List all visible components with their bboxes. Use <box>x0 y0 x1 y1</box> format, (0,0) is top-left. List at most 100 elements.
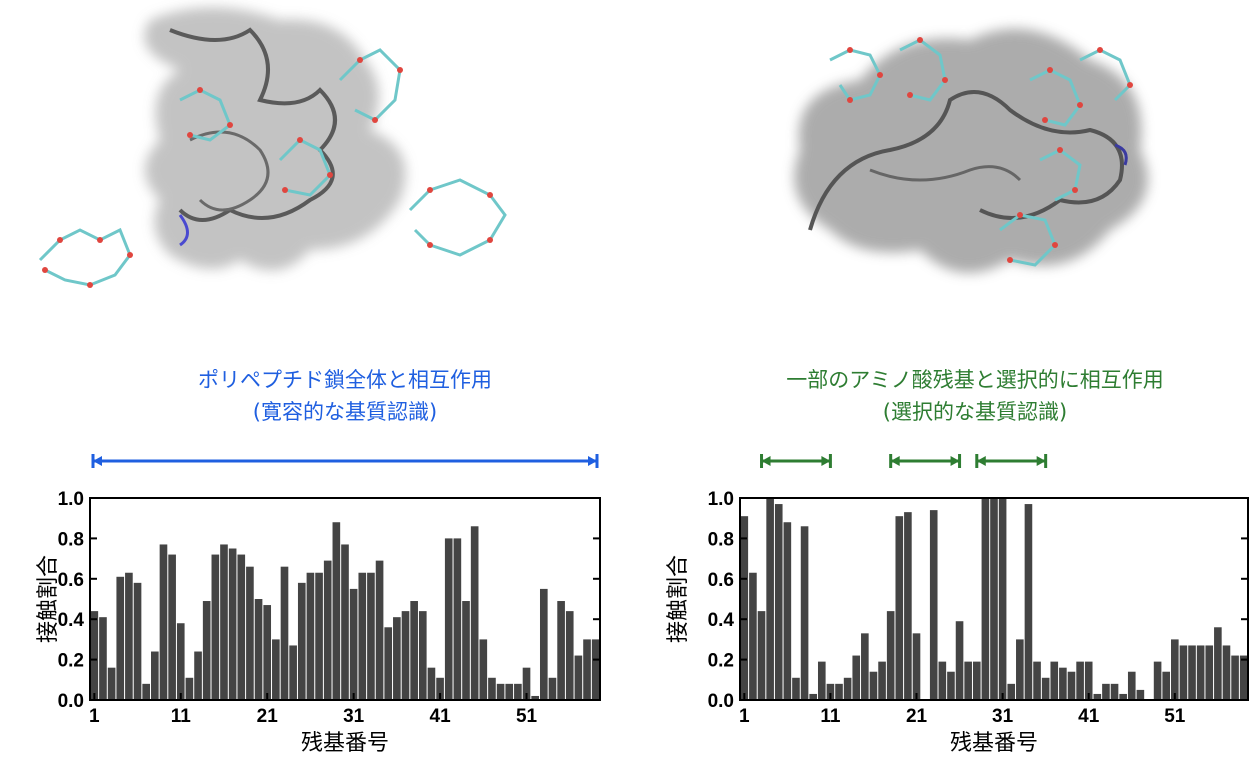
range-arrow-start-right-2 <box>976 456 986 466</box>
xtick-label-right-41: 41 <box>1078 706 1100 727</box>
bar-right-10 <box>817 661 826 700</box>
bar-left-25 <box>297 582 306 700</box>
caption-right: 一部のアミノ酸残基と選択的に相互作用 (選択的な基質認識) <box>700 364 1250 428</box>
caption-right-line2: (選択的な基質認識) <box>882 400 1068 424</box>
bar-right-24 <box>938 661 947 700</box>
ytick-label-left-0.4: 0.4 <box>58 610 85 631</box>
bar-right-18 <box>886 611 895 700</box>
xtick-label-left-1: 1 <box>89 706 100 727</box>
bar-left-3 <box>107 667 116 700</box>
bar-left-53 <box>539 588 548 700</box>
bar-left-57 <box>574 655 583 700</box>
ytick-label-right-0.2: 0.2 <box>708 651 734 672</box>
bar-right-53 <box>1188 645 1196 700</box>
bar-right-5 <box>774 504 783 700</box>
bar-left-23 <box>280 566 289 700</box>
caption-right-line1: 一部のアミノ酸残基と選択的に相互作用 <box>786 368 1164 392</box>
ytick-label-left-1.0: 1.0 <box>58 489 84 510</box>
bar-right-32 <box>1007 683 1016 700</box>
bar-left-9 <box>159 544 168 700</box>
bar-right-2 <box>749 572 757 700</box>
range-arrow-start-right-1 <box>890 456 900 466</box>
bar-left-19 <box>246 566 254 700</box>
bar-left-46 <box>479 639 488 700</box>
bar-right-56 <box>1214 627 1222 700</box>
ytick-label-left-0.0: 0.0 <box>58 691 84 712</box>
range-arrow-start-right-0 <box>761 456 771 466</box>
bar-right-47 <box>1136 689 1145 700</box>
bar-right-33 <box>1016 639 1024 700</box>
bar-left-58 <box>583 639 591 700</box>
xtick-label-right-1: 1 <box>739 706 750 727</box>
xtick-label-left-31: 31 <box>343 706 365 727</box>
caption-left: ポリペプチド鎖全体と相互作用 (寛容的な基質認識) <box>90 364 600 428</box>
bar-left-22 <box>272 639 280 700</box>
bar-left-45 <box>470 526 479 700</box>
bar-right-41 <box>1084 661 1093 700</box>
bar-right-16 <box>869 671 878 700</box>
bar-right-43 <box>1102 683 1110 700</box>
bar-left-35 <box>384 627 393 700</box>
xtick-label-left-51: 51 <box>516 706 538 727</box>
bar-left-29 <box>332 522 341 700</box>
bar-right-37 <box>1050 661 1059 700</box>
xtick-label-left-41: 41 <box>430 706 452 727</box>
ytick-label-right-0.0: 0.0 <box>708 691 734 712</box>
bar-left-43 <box>453 538 462 700</box>
bar-left-44 <box>462 601 470 700</box>
bar-right-44 <box>1110 683 1119 700</box>
yaxis-title-left: 接触割合 <box>36 555 61 643</box>
bar-right-17 <box>878 661 886 700</box>
xtick-label-right-21: 21 <box>906 706 928 727</box>
bar-right-9 <box>809 693 817 700</box>
bar-left-51 <box>522 667 531 700</box>
bar-left-48 <box>496 683 505 700</box>
xaxis-title-right: 残基番号 <box>950 731 1038 756</box>
bar-left-16 <box>220 544 228 700</box>
bar-left-5 <box>125 572 133 700</box>
yaxis-title-right: 接触割合 <box>666 555 691 643</box>
bar-right-34 <box>1024 504 1033 700</box>
bar-right-57 <box>1222 645 1231 700</box>
bar-right-42 <box>1093 693 1102 700</box>
bar-right-30 <box>990 498 998 700</box>
range-arrow-end-right-2 <box>1036 456 1046 466</box>
bar-right-39 <box>1067 671 1076 700</box>
plot-frame-right <box>739 497 1249 701</box>
bar-left-31 <box>349 588 358 700</box>
bar-right-38 <box>1059 667 1067 700</box>
bar-left-2 <box>99 617 107 700</box>
bar-left-18 <box>237 554 246 700</box>
bar-left-15 <box>211 554 220 700</box>
bar-left-52 <box>531 695 539 700</box>
bar-left-39 <box>418 611 427 700</box>
bar-left-13 <box>194 651 202 700</box>
caption-left-line2: (寛容的な基質認識) <box>252 400 438 424</box>
bar-left-30 <box>341 544 349 700</box>
range-arrow-end-right-0 <box>821 456 831 466</box>
ytick-label-right-0.6: 0.6 <box>708 570 734 591</box>
bar-left-14 <box>202 601 211 700</box>
bar-left-49 <box>505 683 514 700</box>
bar-right-36 <box>1041 677 1050 700</box>
bar-right-58 <box>1231 655 1239 700</box>
bar-right-21 <box>912 633 921 700</box>
xaxis-title-left: 残基番号 <box>301 731 389 756</box>
bar-left-8 <box>151 651 159 700</box>
bar-right-8 <box>800 526 809 700</box>
bar-left-24 <box>289 645 297 700</box>
xtick-label-right-51: 51 <box>1164 706 1186 727</box>
bar-left-55 <box>557 601 565 700</box>
bar-left-34 <box>375 560 384 700</box>
bar-right-15 <box>861 633 869 700</box>
bar-right-12 <box>835 683 843 700</box>
ytick-label-right-0.4: 0.4 <box>708 610 735 631</box>
bar-right-26 <box>955 621 964 700</box>
bar-left-37 <box>401 611 410 700</box>
bar-left-50 <box>514 683 522 700</box>
bar-right-54 <box>1196 645 1205 700</box>
bar-left-28 <box>323 560 332 700</box>
range-arrow-end-left-0 <box>588 456 597 466</box>
bar-right-1 <box>740 516 749 700</box>
